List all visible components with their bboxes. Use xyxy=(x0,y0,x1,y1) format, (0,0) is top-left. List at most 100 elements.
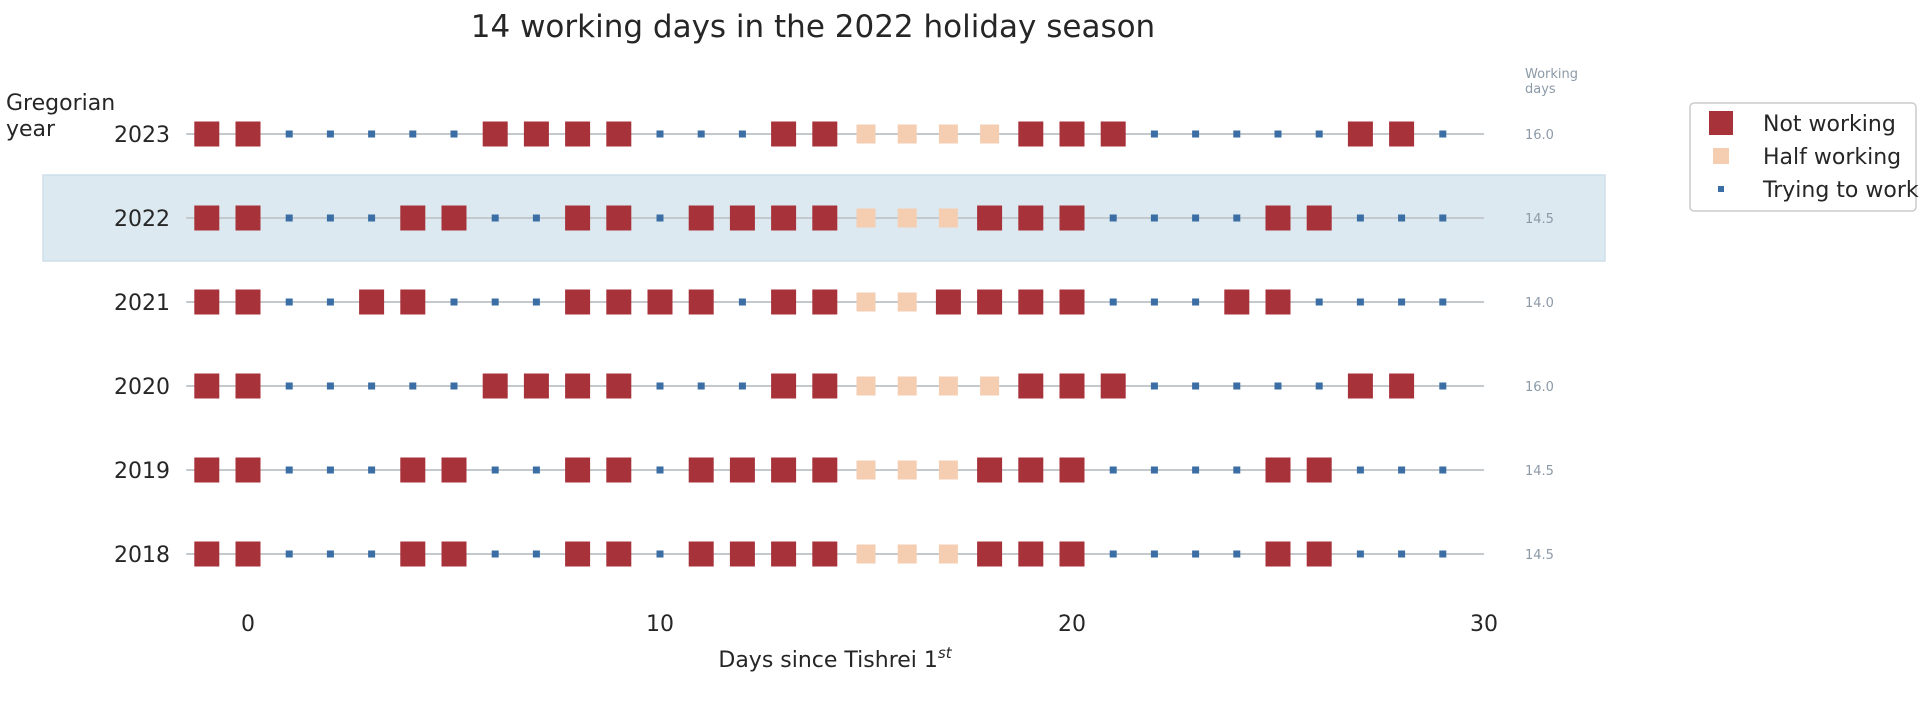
trying-marker-2021-day-21 xyxy=(1109,298,1117,306)
not-working-marker-2020-day-9 xyxy=(606,373,632,399)
legend-half-working-swatch xyxy=(1713,148,1729,164)
working-days-value-2023: 16.0 xyxy=(1525,128,1554,143)
markers xyxy=(194,121,1447,567)
trying-marker-2021-day-27 xyxy=(1356,298,1364,306)
year-label-2018: 2018 xyxy=(114,543,170,568)
trying-marker-2019-day-22 xyxy=(1150,466,1158,474)
trying-marker-2021-day-28 xyxy=(1398,298,1406,306)
working-days-header-line-2: days xyxy=(1525,82,1556,97)
trying-marker-2020-day-29 xyxy=(1439,382,1447,390)
not-working-marker-2023-day-21 xyxy=(1100,121,1126,147)
trying-marker-2019-day-6 xyxy=(491,466,499,474)
trying-marker-2022-day-21 xyxy=(1109,214,1117,222)
trying-marker-2020-day-24 xyxy=(1233,382,1241,390)
not-working-marker-2021-day-9 xyxy=(606,289,632,315)
not-working-marker-2022-day-11 xyxy=(688,205,714,231)
x-tick-10: 10 xyxy=(646,612,674,637)
trying-marker-2021-day-12 xyxy=(738,298,746,306)
not-working-marker-2019-day-14 xyxy=(812,457,838,483)
legend-trying-label: Trying to work xyxy=(1762,178,1919,203)
not-working-marker-2019-day--1 xyxy=(194,457,220,483)
trying-marker-2020-day-2 xyxy=(326,382,334,390)
not-working-marker-2023-day--1 xyxy=(194,121,220,147)
trying-marker-2018-day-27 xyxy=(1356,550,1364,558)
half-working-marker-2020-day-15 xyxy=(856,376,876,396)
not-working-marker-2022-day-13 xyxy=(771,205,797,231)
legend-frame xyxy=(1689,102,1917,212)
not-working-marker-2022-day-26 xyxy=(1306,205,1332,231)
y-axis-label-line-2: year xyxy=(6,117,56,142)
not-working-marker-2019-day-19 xyxy=(1018,457,1044,483)
not-working-marker-2018-day-14 xyxy=(812,541,838,567)
trying-marker-2023-day-23 xyxy=(1192,130,1200,138)
not-working-marker-2019-day-5 xyxy=(441,457,467,483)
not-working-marker-2018-day-26 xyxy=(1306,541,1332,567)
not-working-marker-2018-day-13 xyxy=(771,541,797,567)
not-working-marker-2021-day-10 xyxy=(647,289,673,315)
not-working-marker-2021-day-20 xyxy=(1059,289,1085,315)
year-label-2021: 2021 xyxy=(114,291,170,316)
trying-marker-2019-day-28 xyxy=(1398,466,1406,474)
not-working-marker-2018-day-9 xyxy=(606,541,632,567)
working-days-value-2019: 14.5 xyxy=(1525,464,1554,479)
trying-marker-2020-day-1 xyxy=(285,382,293,390)
trying-marker-2018-day-22 xyxy=(1150,550,1158,558)
working-days-header: Working days xyxy=(1525,67,1582,97)
not-working-marker-2019-day-18 xyxy=(977,457,1003,483)
not-working-marker-2018-day-12 xyxy=(729,541,755,567)
not-working-marker-2020-day-14 xyxy=(812,373,838,399)
not-working-marker-2021-day--1 xyxy=(194,289,220,315)
half-working-marker-2022-day-15 xyxy=(856,208,876,228)
not-working-marker-2018-day-5 xyxy=(441,541,467,567)
trying-marker-2020-day-3 xyxy=(368,382,376,390)
trying-marker-2022-day-23 xyxy=(1192,214,1200,222)
trying-marker-2022-day-1 xyxy=(285,214,293,222)
not-working-marker-2021-day-13 xyxy=(771,289,797,315)
not-working-marker-2020-day-28 xyxy=(1389,373,1415,399)
x-axis-ticks: 0 10 20 30 xyxy=(241,612,1498,637)
not-working-marker-2022-day-19 xyxy=(1018,205,1044,231)
not-working-marker-2018-day-20 xyxy=(1059,541,1085,567)
half-working-marker-2021-day-16 xyxy=(897,292,917,312)
trying-marker-2019-day-23 xyxy=(1192,466,1200,474)
half-working-marker-2020-day-18 xyxy=(980,376,1000,396)
trying-marker-2023-day-4 xyxy=(409,130,417,138)
trying-marker-2019-day-1 xyxy=(285,466,293,474)
not-working-marker-2021-day-14 xyxy=(812,289,838,315)
trying-marker-2020-day-4 xyxy=(409,382,417,390)
trying-marker-2022-day-7 xyxy=(532,214,540,222)
half-working-marker-2021-day-15 xyxy=(856,292,876,312)
trying-marker-2020-day-11 xyxy=(697,382,705,390)
not-working-marker-2022-day-0 xyxy=(235,205,261,231)
trying-marker-2020-day-25 xyxy=(1274,382,1282,390)
trying-marker-2018-day-21 xyxy=(1109,550,1117,558)
not-working-marker-2019-day-25 xyxy=(1265,457,1291,483)
trying-marker-2023-day-12 xyxy=(738,130,746,138)
not-working-marker-2018-day-19 xyxy=(1018,541,1044,567)
not-working-marker-2023-day-9 xyxy=(606,121,632,147)
half-working-marker-2022-day-16 xyxy=(897,208,917,228)
legend-half-working-label: Half working xyxy=(1763,145,1901,170)
working-days-value-2022: 14.5 xyxy=(1525,212,1554,227)
legend-trying-swatch xyxy=(1718,186,1724,192)
not-working-marker-2022-day-5 xyxy=(441,205,467,231)
not-working-marker-2021-day-19 xyxy=(1018,289,1044,315)
not-working-marker-2023-day-14 xyxy=(812,121,838,147)
trying-marker-2020-day-5 xyxy=(450,382,458,390)
trying-marker-2021-day-7 xyxy=(532,298,540,306)
trying-marker-2018-day-3 xyxy=(368,550,376,558)
not-working-marker-2019-day-0 xyxy=(235,457,261,483)
not-working-marker-2022-day-18 xyxy=(977,205,1003,231)
not-working-marker-2022-day--1 xyxy=(194,205,220,231)
not-working-marker-2018-day-25 xyxy=(1265,541,1291,567)
not-working-marker-2020-day-6 xyxy=(482,373,508,399)
trying-marker-2018-day-24 xyxy=(1233,550,1241,558)
trying-marker-2021-day-1 xyxy=(285,298,293,306)
working-days-value-2021: 14.0 xyxy=(1525,296,1554,311)
not-working-marker-2019-day-9 xyxy=(606,457,632,483)
trying-marker-2021-day-2 xyxy=(326,298,334,306)
chart-title: 14 working days in the 2022 holiday seas… xyxy=(471,9,1155,45)
trying-marker-2023-day-11 xyxy=(697,130,705,138)
half-working-marker-2022-day-17 xyxy=(938,208,958,228)
